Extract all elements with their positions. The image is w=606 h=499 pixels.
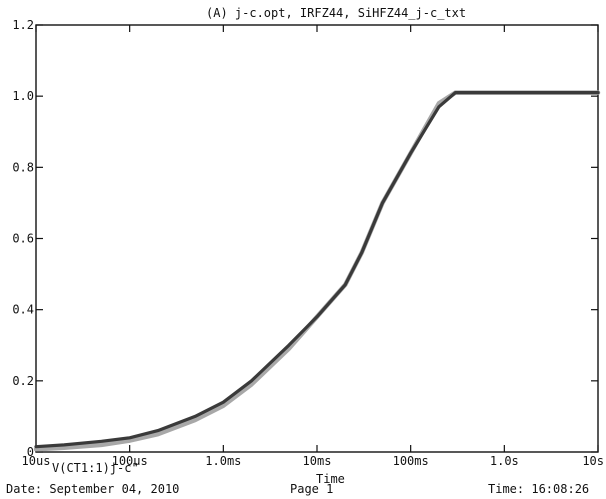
series-lines [33, 90, 601, 452]
plot-frame [35, 24, 599, 453]
x-axis-ticks: 10us 100us 1.0ms 10ms 100ms 1.0s 10s [22, 25, 604, 468]
y-tick-label: 0.4 [12, 303, 34, 317]
footer-page: Page 1 [290, 482, 334, 496]
x-tick-label: 100ms [393, 454, 429, 468]
y-tick-label: 0.2 [12, 374, 34, 388]
x-tick-label: 10s [582, 454, 604, 468]
series-line-0 [34, 91, 600, 449]
x-axis-label: Time [316, 472, 345, 486]
y-tick-label: 1.2 [12, 18, 34, 32]
y-tick-label: 0.8 [12, 160, 34, 174]
x-tick-label: 10us [22, 454, 51, 468]
x-tick-label: 10ms [303, 454, 332, 468]
plot-border [35, 24, 599, 453]
x-tick-label: 1.0s [490, 454, 519, 468]
series-line-1 [33, 90, 601, 452]
y-tick-label: 0 [27, 445, 34, 459]
chart-title: (A) j-c.opt, IRFZ44, SiHFZ44_j-c_txt [206, 6, 467, 20]
footer-time: Time: 16:08:26 [488, 482, 590, 496]
trace-legend-label: V(CT1:1)j-c" [52, 461, 139, 475]
x-tick-label: 100us [112, 454, 148, 468]
footer-date: Date: September 04, 2010 [6, 482, 180, 496]
y-tick-label: 0.6 [12, 232, 34, 246]
y-tick-label: 1.0 [12, 89, 34, 103]
y-axis-ticks: 0 0.2 0.4 0.6 0.8 1.0 1.2 [12, 18, 598, 459]
x-tick-label: 1.0ms [205, 454, 241, 468]
